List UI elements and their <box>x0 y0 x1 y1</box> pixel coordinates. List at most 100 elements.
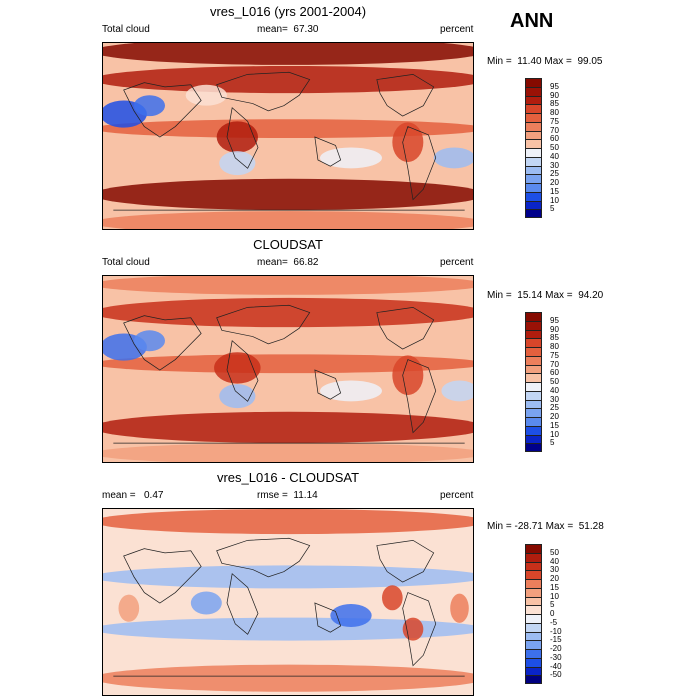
colorbar-tick-label: 5 <box>550 204 555 214</box>
colorbar-swatch <box>525 95 542 105</box>
coastline <box>402 359 437 434</box>
colorbar-tick-label: 5 <box>550 600 555 610</box>
coastline <box>123 315 202 371</box>
cloud-field-region <box>103 664 473 692</box>
cloud-field-region <box>214 352 261 384</box>
panel3-minmax: Min = -28.71 Max = 51.28 <box>487 521 604 532</box>
panel2-mean-label: mean= 66.82 <box>257 257 319 268</box>
coastline <box>376 73 435 117</box>
coastline <box>402 126 437 201</box>
colorbar-tick-label: 95 <box>550 81 559 91</box>
colorbar-tick-label: 40 <box>550 151 559 161</box>
colorbar-swatch <box>525 640 542 649</box>
cloud-field-region <box>190 591 222 615</box>
colorbar-tick-label: 80 <box>550 108 559 117</box>
cloud-field-region <box>320 380 382 402</box>
colorbar-swatch <box>525 347 542 356</box>
panel3-map <box>102 508 474 696</box>
colorbar-swatch <box>525 174 542 183</box>
panel2-map <box>102 275 474 463</box>
colorbar-swatch <box>525 443 542 452</box>
colorbar-swatch <box>525 338 542 347</box>
colorbar-swatch <box>525 191 542 201</box>
colorbar-swatch <box>525 209 542 218</box>
colorbar-tick-label: 85 <box>550 333 559 343</box>
panel1-heatmap <box>103 43 473 229</box>
panel2-min-value: 15.14 <box>517 290 543 301</box>
cloud-field-region <box>134 95 165 117</box>
coastline <box>123 548 202 604</box>
colorbar-tick-label: 70 <box>550 125 559 135</box>
colorbar-swatch <box>525 364 542 374</box>
colorbar-tick-label: 0 <box>550 609 555 618</box>
cloud-field-region <box>450 593 469 623</box>
map-background <box>103 509 473 695</box>
colorbar-swatch <box>525 312 542 321</box>
colorbar-swatch <box>525 86 542 96</box>
cloud-field-region <box>103 565 473 589</box>
colorbar-swatch <box>525 605 542 614</box>
cloud-field-region <box>103 211 473 229</box>
cloud-field-region <box>330 604 372 628</box>
colorbar-tick-label: 50 <box>550 547 559 557</box>
colorbar-tick-label: 25 <box>550 169 559 179</box>
panel1-max-value: 99.05 <box>577 56 603 67</box>
colorbar-swatch <box>525 579 542 588</box>
colorbar-tick-label: 10 <box>550 591 559 601</box>
colorbar-tick-label: 90 <box>550 90 559 100</box>
coastline <box>402 592 437 667</box>
colorbar-tick-label: -50 <box>550 670 562 680</box>
panel3-rmse-label: rmse = 11.14 <box>257 490 318 501</box>
cloud-field-region <box>392 355 424 396</box>
panel1-units: percent <box>440 24 474 35</box>
cloud-field-region <box>392 122 424 163</box>
cloud-field-region <box>216 121 258 153</box>
colorbar-swatch <box>525 408 542 417</box>
colorbar-swatch <box>525 113 542 122</box>
colorbar-tick-label: 25 <box>550 403 559 413</box>
colorbar-swatch <box>525 587 542 597</box>
colorbar-tick-label: 50 <box>550 377 559 386</box>
panel2-minmax: Min = 15.14 Max = 94.20 <box>487 290 604 301</box>
colorbar-swatch <box>525 399 542 409</box>
colorbar-swatch <box>525 657 542 667</box>
colorbar-swatch <box>525 666 542 676</box>
panel3-max-value: 51.28 <box>578 521 604 532</box>
colorbar-swatch <box>525 622 542 632</box>
colorbar-swatch <box>525 104 542 113</box>
colorbar-tick-label: 20 <box>550 412 559 421</box>
colorbar-swatch <box>525 675 542 684</box>
colorbar-tick-label: 40 <box>550 385 559 395</box>
coastline <box>376 539 435 583</box>
colorbar-tick-label: 60 <box>550 368 559 378</box>
coastline <box>123 82 202 138</box>
colorbar-swatch <box>525 544 542 553</box>
colorbar-tick-label: -15 <box>550 635 562 645</box>
cloud-field-region <box>433 147 473 169</box>
cloud-field-region <box>219 384 256 409</box>
panel1-colorbar <box>525 78 542 218</box>
colorbar-tick-label: 10 <box>550 195 559 205</box>
colorbar-swatch <box>525 390 542 400</box>
cloud-field-region <box>103 276 473 295</box>
colorbar-swatch <box>525 329 542 339</box>
panel1-variable-label: Total cloud <box>102 24 150 35</box>
colorbar-swatch <box>525 570 542 579</box>
colorbar-swatch <box>525 320 542 330</box>
cloud-field-region <box>103 411 473 444</box>
cloud-field-region <box>134 330 165 352</box>
colorbar-swatch <box>525 561 542 571</box>
panel2-colorbar <box>525 312 542 452</box>
panel2-mean-value: 66.82 <box>293 257 319 268</box>
panel3-colorbar <box>525 544 542 684</box>
colorbar-swatch <box>525 614 542 623</box>
coastline <box>226 340 259 402</box>
panel3-title: vres_L016 - CLOUDSAT <box>216 470 360 485</box>
coastline <box>314 602 342 633</box>
panel2-title: CLOUDSAT <box>253 237 323 252</box>
panel3-units: percent <box>440 490 474 501</box>
colorbar-tick-label: 15 <box>550 582 559 592</box>
colorbar-tick-label: 30 <box>550 394 559 404</box>
colorbar-swatch <box>525 434 542 444</box>
colorbar-swatch <box>525 425 542 435</box>
